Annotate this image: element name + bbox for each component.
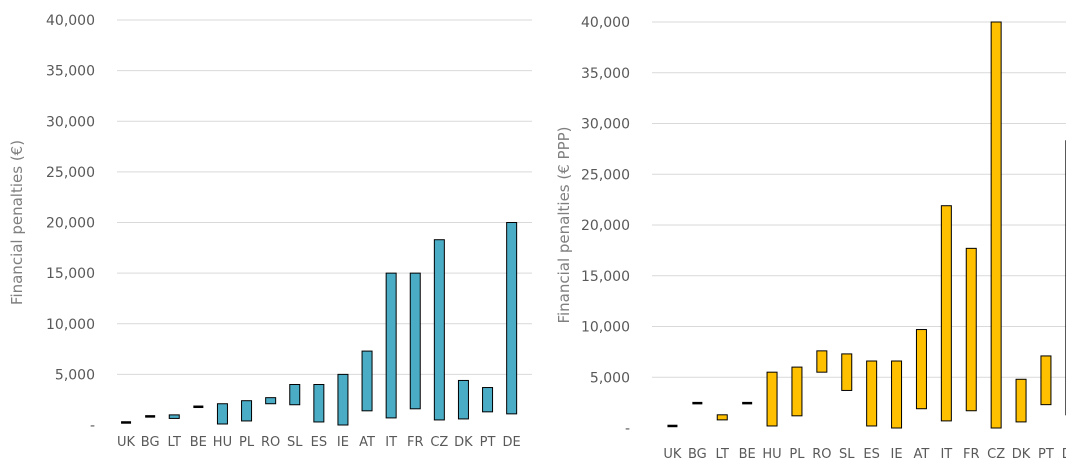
y-tick-label: 15,000: [581, 269, 630, 285]
y-tick-label: -: [90, 418, 95, 434]
chart-financial-penalties-ppp: - 5,000 10,000 15,000 20,000 25,000 30,000 35,0…: [540, 0, 1066, 461]
x-tick-label: DE: [503, 435, 521, 450]
y-tick-label: 15,000: [46, 266, 95, 282]
x-tick-label: IE: [337, 435, 349, 450]
chart-svg-ppp: - 5,000 10,000 15,000 20,000 25,000 30,000 35,0…: [555, 15, 1066, 461]
x-tick-label: RO: [812, 447, 831, 461]
bar: [168, 414, 180, 419]
x-tick-label: BG: [141, 435, 160, 450]
x-tick-label: FR: [963, 447, 980, 461]
bar: [990, 21, 1002, 429]
bar: [265, 397, 277, 405]
x-tick-label: PL: [239, 435, 255, 450]
x-tick-label: FR: [407, 435, 424, 450]
bar: [506, 222, 518, 415]
chart-svg-eur: - 5,000 10,000 15,000 20,000 25,000 30,000 35,0…: [8, 13, 532, 450]
bar: [433, 239, 445, 421]
y-tick-label: 30,000: [46, 114, 95, 130]
y-tick-label: -: [625, 421, 630, 437]
x-tick-label: IT: [940, 447, 952, 461]
y-tick-label: 40,000: [46, 13, 95, 29]
y-tick-label: 10,000: [581, 320, 630, 336]
y-tick-label: 30,000: [581, 117, 630, 133]
x-tick-label: UK: [663, 447, 682, 461]
y-axis-label: Financial penalties (€): [8, 140, 26, 305]
y-tick-label: 5,000: [590, 370, 630, 386]
x-tick-label: AT: [359, 435, 375, 450]
x-tick-label: BE: [190, 435, 207, 450]
x-tick-label: RO: [261, 435, 280, 450]
y-tick-label: 10,000: [46, 317, 95, 333]
x-tick-label: DE: [1062, 447, 1066, 461]
x-tick-label: DK: [454, 435, 473, 450]
bar: [965, 247, 977, 412]
bar: [891, 360, 903, 429]
x-tick-label: SL: [287, 435, 303, 450]
x-tick-label: BE: [739, 447, 756, 461]
bar: [1040, 355, 1052, 406]
x-tick-label: PL: [789, 447, 805, 461]
bar: [791, 366, 803, 417]
bar: [361, 350, 373, 412]
y-axis-label: Financial penalties (€ PPP): [555, 126, 573, 323]
bar: [940, 205, 952, 422]
x-tick-label: ES: [863, 447, 879, 461]
x-tick-label: PT: [1038, 447, 1054, 461]
y-tick-label: 40,000: [581, 15, 630, 31]
x-tick-label: CZ: [987, 447, 1005, 461]
y-tick-label: 25,000: [46, 165, 95, 181]
y-tick-label: 25,000: [581, 167, 630, 183]
y-tick-label: 20,000: [46, 216, 95, 232]
bar: [289, 384, 301, 406]
y-tick-label: 20,000: [581, 218, 630, 234]
bar: [1015, 378, 1027, 423]
chart-financial-penalties-eur: - 5,000 10,000 15,000 20,000 25,000 30,000 35,0…: [8, 13, 532, 450]
bar: [816, 350, 828, 373]
bar: [216, 403, 228, 425]
x-tick-label: PT: [480, 435, 496, 450]
x-tick-label: AT: [914, 447, 930, 461]
bar: [337, 373, 349, 426]
x-tick-label: IT: [385, 435, 397, 450]
x-tick-label: DK: [1012, 447, 1031, 461]
bar: [482, 387, 494, 413]
y-tick-label: 35,000: [46, 64, 95, 80]
bar: [841, 353, 853, 391]
x-tick-label: ES: [311, 435, 327, 450]
bar: [457, 379, 469, 420]
x-tick-label: UK: [117, 435, 136, 450]
bar: [409, 272, 421, 410]
x-tick-label: HU: [213, 435, 232, 450]
x-tick-label: LT: [716, 447, 729, 461]
x-tick-label: CZ: [430, 435, 448, 450]
bar: [241, 400, 253, 422]
bar: [866, 360, 878, 427]
x-tick-label: HU: [762, 447, 781, 461]
bar: [766, 371, 778, 427]
y-tick-label: 35,000: [581, 66, 630, 82]
bar: [385, 272, 397, 419]
x-tick-label: SL: [839, 447, 855, 461]
bar: [313, 384, 325, 423]
y-tick-label: 5,000: [55, 367, 95, 383]
x-tick-label: LT: [168, 435, 181, 450]
x-tick-label: IE: [891, 447, 903, 461]
x-tick-label: BG: [688, 447, 707, 461]
bar: [716, 414, 728, 421]
bar: [915, 329, 927, 410]
